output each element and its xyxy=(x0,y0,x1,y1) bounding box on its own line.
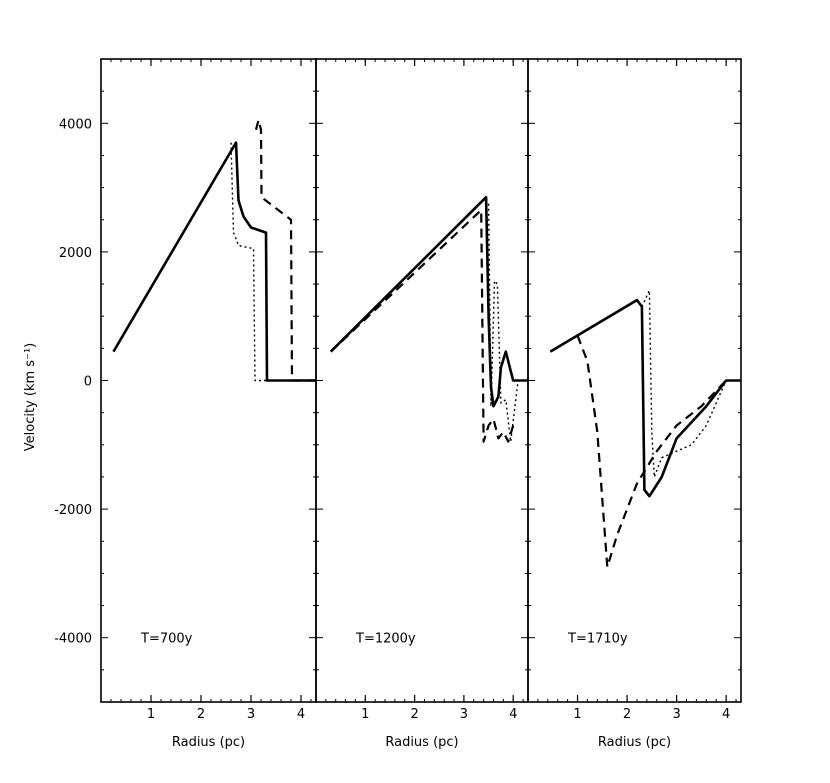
series-dotted-line xyxy=(230,142,266,382)
series-dotted-line xyxy=(487,203,528,443)
series-dashed-line xyxy=(576,335,727,569)
series-dotted-line xyxy=(641,289,741,478)
x-tick-label: 2 xyxy=(197,707,205,722)
y-tick-label: 0 xyxy=(84,375,92,390)
panel-annotation: T=700y xyxy=(140,632,193,647)
x-tick-label: 2 xyxy=(623,707,631,722)
x-axis-label: Radius (pc) xyxy=(598,735,671,750)
y-tick-label: -2000 xyxy=(54,503,92,518)
series-dashed-line xyxy=(330,209,515,443)
panel-annotation: T=1200y xyxy=(355,632,416,647)
x-axis-label: Radius (pc) xyxy=(172,735,245,750)
panel-frame xyxy=(315,58,529,703)
x-tick-label: 3 xyxy=(247,707,255,722)
x-tick-label: 4 xyxy=(509,707,517,722)
series-solid-line xyxy=(112,141,316,382)
x-tick-label: 2 xyxy=(410,707,418,722)
panel-frame xyxy=(527,58,742,703)
x-tick-label: 4 xyxy=(722,707,730,722)
x-tick-label: 1 xyxy=(361,707,369,722)
x-tick-label: 3 xyxy=(460,707,468,722)
plot-layer: 1 2 3 4 Radius (pc) T=700y 1 2 3 4 Radius (pc) T=12… xyxy=(54,58,742,750)
x-tick-label: 1 xyxy=(147,707,155,722)
series-solid-line xyxy=(329,195,528,408)
panel-3: 1 2 3 4 Radius (pc) T=1710y xyxy=(527,58,742,750)
panel-2: 1 2 3 4 Radius (pc) T=1200y xyxy=(315,58,529,750)
x-tick-label: 3 xyxy=(672,707,680,722)
x-tick-label: 1 xyxy=(573,707,581,722)
x-axis-label: Radius (pc) xyxy=(385,735,458,750)
series-solid-line xyxy=(549,298,741,498)
panel-annotation: T=1710y xyxy=(567,632,628,647)
series-dashed-line xyxy=(254,118,316,382)
panel-1: 1 2 3 4 Radius (pc) T=700y xyxy=(100,58,317,750)
y-tick-label: 2000 xyxy=(59,246,92,261)
y-axis-label: Velocity (km s⁻¹) xyxy=(23,343,38,451)
y-tick-label: 4000 xyxy=(59,117,92,132)
x-tick-label: 4 xyxy=(297,707,305,722)
y-tick-label: -4000 xyxy=(54,632,92,647)
